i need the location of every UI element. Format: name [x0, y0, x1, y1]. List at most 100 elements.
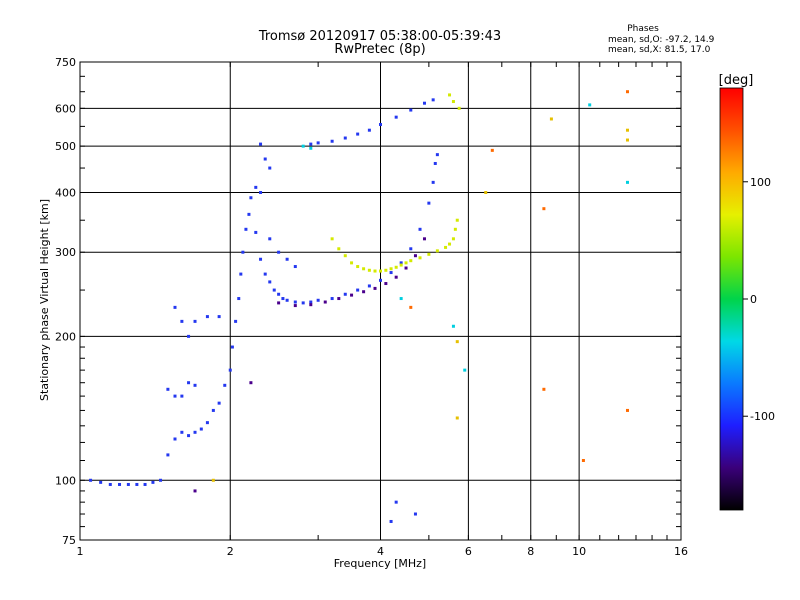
- stats-heading: Phases: [627, 24, 659, 34]
- data-point: [193, 319, 197, 323]
- data-point: [350, 293, 354, 297]
- y-tick-label: 75: [62, 534, 76, 547]
- data-point: [193, 383, 197, 387]
- data-point: [187, 334, 191, 338]
- data-point: [625, 128, 629, 132]
- data-point: [237, 297, 241, 301]
- data-point: [379, 123, 382, 127]
- data-point: [193, 430, 197, 434]
- data-point: [277, 292, 281, 296]
- data-point: [413, 254, 417, 258]
- data-point: [427, 201, 431, 205]
- data-point: [413, 512, 417, 516]
- data-point: [409, 305, 413, 309]
- data-point: [249, 381, 253, 385]
- data-point: [316, 298, 320, 302]
- data-point: [588, 103, 592, 107]
- x-tick-label: 6: [465, 545, 472, 558]
- data-point: [448, 93, 452, 97]
- data-point: [337, 247, 341, 251]
- data-point: [309, 300, 313, 304]
- data-point: [263, 157, 267, 161]
- data-point: [389, 519, 393, 523]
- colorbar-tick-label: -100: [750, 410, 775, 423]
- data-point: [211, 408, 215, 412]
- x-tick-label: 16: [674, 545, 688, 558]
- data-point: [309, 303, 313, 307]
- data-point: [205, 421, 209, 425]
- data-point: [217, 315, 221, 319]
- data-point: [293, 300, 297, 304]
- data-point: [173, 394, 177, 398]
- data-point: [301, 301, 305, 305]
- x-tick-label: 8: [527, 545, 534, 558]
- data-point: [379, 269, 382, 273]
- x-tick-label: 1: [77, 545, 84, 558]
- data-point: [484, 190, 488, 194]
- data-point: [394, 275, 398, 279]
- data-point: [343, 254, 347, 258]
- data-point: [180, 394, 184, 398]
- data-point: [367, 284, 371, 288]
- data-point: [309, 146, 313, 150]
- data-point: [199, 427, 203, 431]
- data-point: [399, 261, 403, 265]
- data-point: [330, 139, 334, 143]
- data-point: [259, 257, 263, 261]
- data-point: [277, 250, 281, 254]
- data-point: [254, 230, 258, 234]
- data-point: [389, 271, 393, 275]
- y-axis-label: Stationary phase Virtual Height [km]: [38, 199, 51, 401]
- data-point: [285, 298, 289, 302]
- data-point: [241, 250, 245, 254]
- data-point: [99, 480, 103, 484]
- data-point: [230, 345, 234, 349]
- data-point: [108, 482, 112, 486]
- data-point: [173, 437, 177, 441]
- data-point: [244, 227, 248, 231]
- data-point: [316, 141, 320, 145]
- data-point: [159, 478, 163, 482]
- data-point: [542, 387, 546, 391]
- chart-subtitle: RwPretec (8p): [334, 42, 425, 57]
- data-point: [143, 482, 147, 486]
- data-point: [451, 237, 455, 241]
- data-point: [285, 257, 289, 261]
- y-axis-ticks: 75 100 200 300 400 500 600 750: [55, 56, 681, 547]
- colorbar-ticks: 100 0 -100: [743, 176, 775, 423]
- data-point: [217, 401, 221, 405]
- data-point: [422, 101, 426, 105]
- data-point: [337, 297, 341, 301]
- data-point: [418, 227, 422, 231]
- data-point: [293, 265, 297, 269]
- data-point: [404, 266, 408, 270]
- data-point: [422, 237, 426, 241]
- data-point: [293, 304, 297, 308]
- data-point: [356, 265, 360, 269]
- data-point: [399, 297, 403, 301]
- data-point: [330, 237, 334, 241]
- data-point: [211, 478, 215, 482]
- data-point: [431, 180, 435, 184]
- y-tick-label: 750: [55, 56, 76, 69]
- data-point: [394, 115, 398, 119]
- data-point: [118, 482, 122, 486]
- data-point: [625, 180, 629, 184]
- data-point: [490, 148, 494, 152]
- data-point: [463, 368, 467, 372]
- data-point: [451, 324, 455, 328]
- data-point: [228, 368, 232, 372]
- data-point: [259, 142, 263, 146]
- data-point: [187, 434, 191, 438]
- data-point: [268, 166, 272, 170]
- data-point: [444, 245, 448, 249]
- data-point: [362, 267, 366, 271]
- chart-title: Tromsø 20120917 05:38:00-05:39:43: [258, 29, 501, 44]
- data-point: [625, 138, 629, 142]
- data-points: [89, 90, 629, 523]
- stats-line-x: mean, sd,X: 81.5, 17.0: [608, 45, 711, 55]
- data-point: [453, 227, 457, 231]
- data-point: [281, 297, 285, 301]
- data-point: [323, 300, 327, 304]
- data-point: [373, 286, 377, 290]
